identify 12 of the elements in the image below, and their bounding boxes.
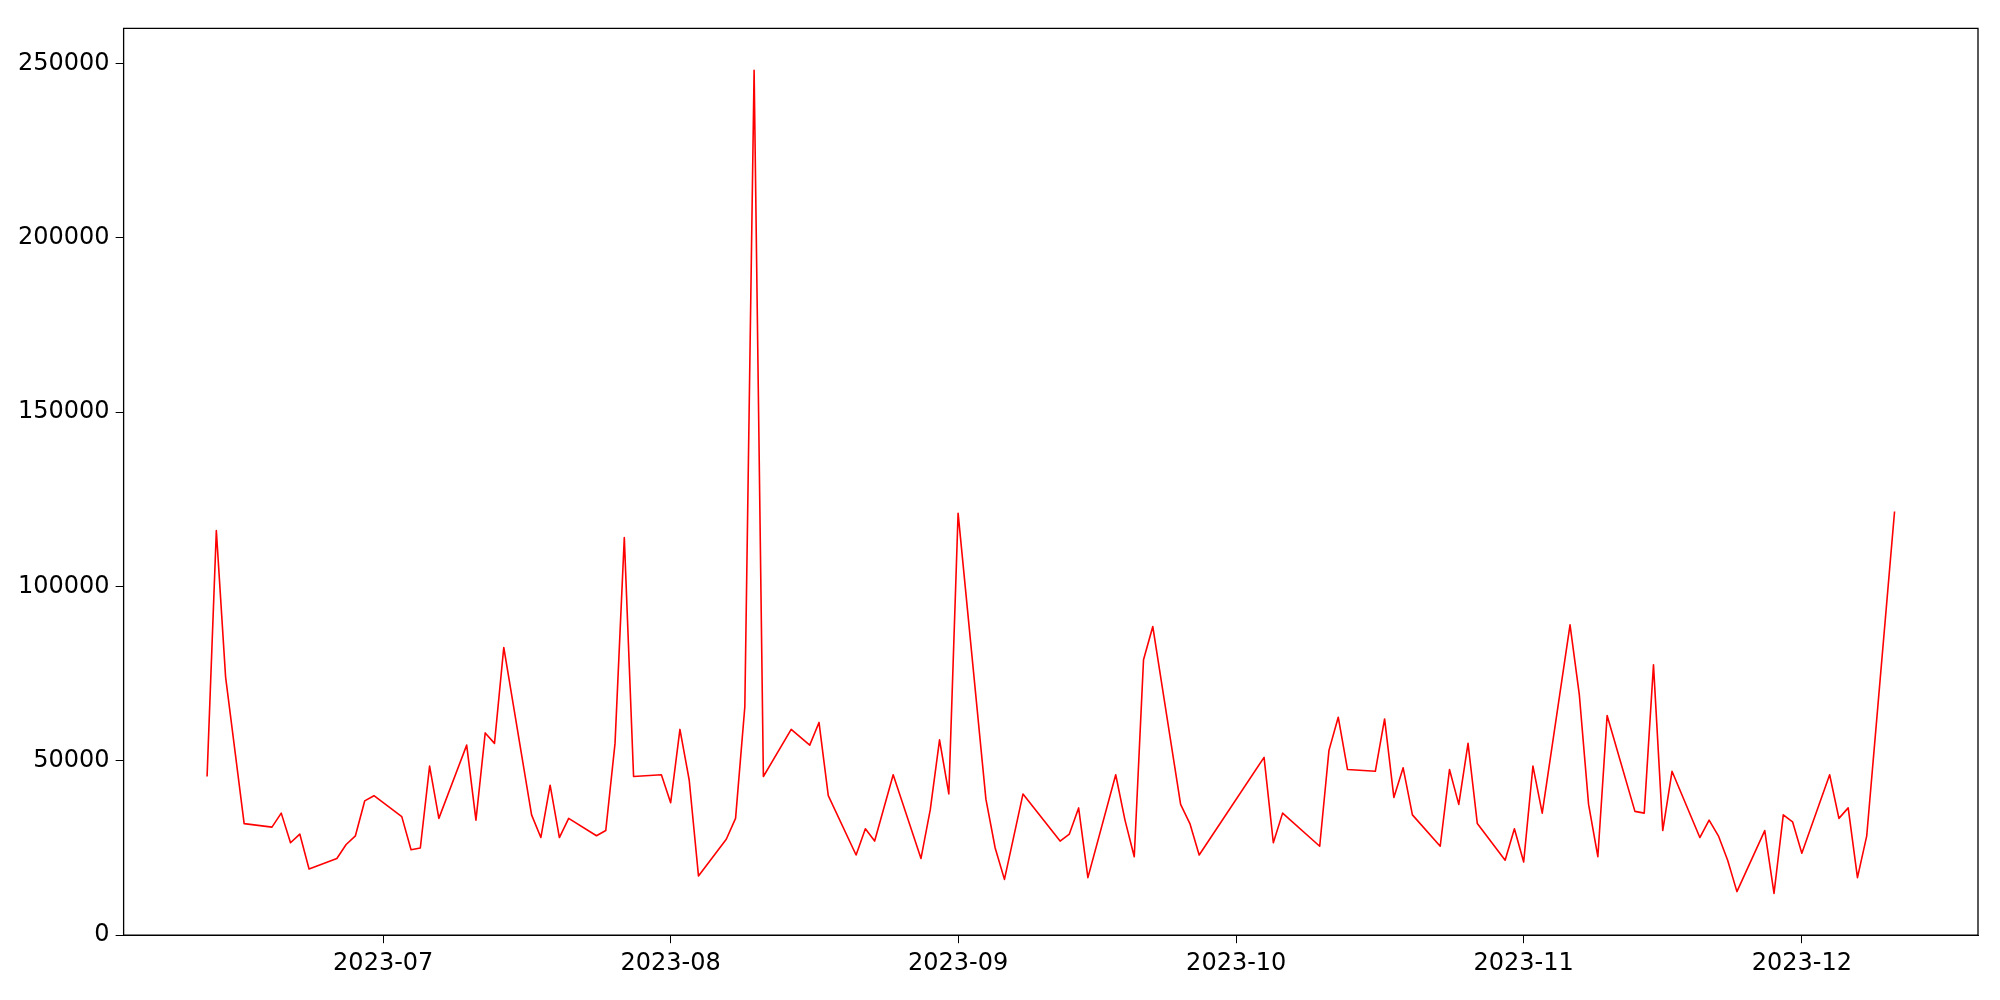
y-tick-label: 100000 xyxy=(17,570,110,599)
y-tick-label: 250000 xyxy=(17,47,110,76)
x-tick-label: 2023-10 xyxy=(1186,947,1287,976)
y-tick-label: 0 xyxy=(94,919,110,948)
x-tick-label: 2023-11 xyxy=(1473,947,1574,976)
y-tick-label: 200000 xyxy=(17,221,110,250)
x-tick-label: 2023-07 xyxy=(333,947,434,976)
x-tick-label: 2023-08 xyxy=(620,947,721,976)
x-tick-label: 2023-09 xyxy=(907,947,1009,976)
x-tick-label: 2023-12 xyxy=(1751,947,1852,976)
y-tick-label: 50000 xyxy=(33,745,110,774)
y-tick-label: 150000 xyxy=(17,396,110,425)
